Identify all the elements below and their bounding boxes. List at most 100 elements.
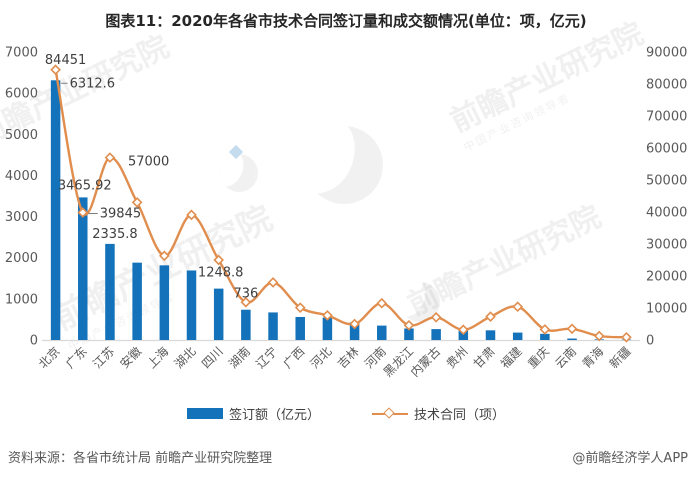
x-axis-category-label: 重庆 [525,344,552,371]
chart-title: 图表11：2020年各省市技术合同签订量和成交额情况(单位：项，亿元) [105,12,587,30]
y-axis-right-tick-label: 50000 [646,174,687,189]
data-label: 84451 [45,53,86,68]
bar [78,197,88,340]
bar [322,317,333,340]
diamond-marker [267,277,279,288]
bar [485,330,496,340]
y-axis-left-tick-label: 6000 [5,87,38,102]
bar [540,333,550,340]
y-axis-right-tick-label: 90000 [646,46,687,61]
diamond-marker [186,209,197,221]
legend-item-line-series: 技术合同（项） [372,404,505,423]
y-axis-right-tick-label: 30000 [646,238,687,253]
diamond-marker [77,207,89,218]
brand-note: @前瞻经济学人APP [572,451,688,466]
diamond-marker [403,319,415,331]
diamond-marker [349,318,360,330]
bar [431,329,441,340]
diamond-marker [322,310,333,321]
x-axis-category-label: 内蒙古 [407,344,443,380]
x-axis-category-label: 青海 [579,344,607,372]
data-label: 3465.92 [58,178,112,193]
diamond-marker [539,324,551,335]
y-axis-right: 0 10000 20000 30000 40000 50000 60000 70000 8000… [646,46,687,349]
y-axis-left-tick-label: 4000 [5,169,38,184]
y-axis-right-tick-label: 80000 [646,78,687,93]
x-axis-category-label: 河北 [308,344,335,371]
source-note: 资料来源：各省市统计局 前瞻产业研究院整理 [8,451,273,466]
bar [50,80,61,340]
diamond-marker [240,296,252,308]
line-series-swatch [372,406,408,419]
diamond-marker-icon [383,406,395,419]
diamond-marker [50,64,61,76]
footer: 资料来源：各省市统计局 前瞻产业研究院整理 @前瞻经济学人APP [8,447,688,466]
y-axis-left: 0 1000 2000 3000 4000 5000 6000 7000 [5,46,38,349]
y-axis-left-tick-label: 0 [30,334,38,349]
bar-series-swatch [186,408,223,419]
bar [241,309,251,340]
y-axis-left-tick-label: 3000 [5,210,38,225]
diamond-marker [457,324,469,336]
x-axis-category-label: 贵州 [444,344,471,371]
diamond-marker [294,302,306,314]
bar [213,288,224,340]
bar [567,338,577,340]
data-labels: 84451 6312.6 3465.92 39845 2335.8 57000 1248.8… [45,53,258,302]
x-axis-category-label: 上海 [144,344,172,372]
data-label: 736 [233,287,258,302]
x-axis-category-label: 北京 [36,344,63,371]
x-axis-category-label: 辽宁 [253,344,281,372]
x-axis-category-label: 江苏 [90,344,117,371]
diamond-marker [158,250,170,262]
data-label: 57000 [128,155,169,170]
x-axis-category-label: 吉林 [335,344,362,371]
bar [349,322,360,340]
diamond-marker [131,197,143,208]
y-axis-left-tick-label: 2000 [5,251,38,266]
bar [512,332,523,340]
x-axis-category-label: 福建 [497,344,525,372]
bar [377,325,387,340]
diamond-marker [213,254,225,266]
data-label: 6312.6 [70,76,116,91]
x-axis-category-label: 黑龙江 [381,344,416,379]
y-axis-right-tick-label: 40000 [646,206,687,221]
y-axis-right-tick-label: 10000 [646,302,687,317]
data-label: 39845 [100,206,141,221]
bar [268,312,278,340]
bar [295,316,305,340]
bar-series [50,80,632,341]
bar [105,243,115,340]
bar [404,328,414,340]
x-axis-category-label: 新疆 [606,344,634,372]
legend-label: 技术合同（项） [414,408,506,423]
x-axis-category-label: 四川 [199,344,226,371]
diamond-marker [104,152,116,163]
y-axis-right-tick-label: 0 [646,334,654,349]
diamond-marker [430,311,442,323]
y-axis-right-tick-label: 20000 [646,270,687,285]
y-axis-right-tick-label: 70000 [646,110,687,125]
x-axis-category-label: 安徽 [117,344,145,372]
diamond-marker [485,311,496,322]
x-axis-category-label: 甘肃 [471,344,498,371]
legend-item-bar-series: 签订额（亿元） [186,404,320,423]
x-axis-category-label: 湖南 [225,344,253,372]
bar [132,262,142,340]
y-axis-left-tick-label: 5000 [5,128,38,143]
y-axis-right-tick-label: 60000 [646,142,687,157]
diamond-marker [593,330,605,342]
diamond-marker [621,331,632,343]
bar [159,265,170,340]
legend-label: 签订额（亿元） [228,408,320,423]
diamond-marker [512,301,524,313]
data-label: 1248.8 [198,266,244,281]
data-label: 2335.8 [92,227,138,242]
line-markers [50,64,632,343]
y-axis-left-tick-label: 7000 [5,46,38,61]
legend: 签订额（亿元） 技术合同（项） [0,404,692,423]
